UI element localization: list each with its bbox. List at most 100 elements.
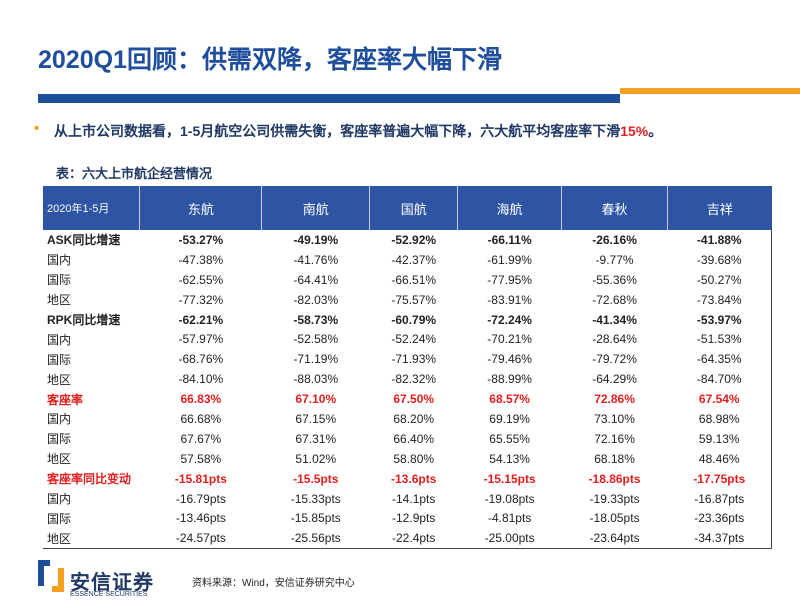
table-cell: -15.15pts (483, 471, 536, 486)
row-label: 地区 (47, 531, 72, 546)
table-cell: -12.9pts (392, 511, 436, 526)
table-cell: -57.97% (178, 332, 224, 347)
accent-rule (620, 88, 800, 94)
logo-text: 安信证券 (70, 572, 154, 594)
table-cell: -66.51% (391, 272, 437, 287)
table-cell: -70.21% (487, 332, 532, 347)
table-cell: 51.02% (295, 451, 337, 466)
row-label: 地区 (47, 452, 72, 467)
table-cell: 68.20% (393, 411, 435, 426)
row-label: RPK同比增速 (47, 313, 121, 327)
table-cell: -82.32% (391, 372, 437, 387)
table-cell: -39.68% (696, 252, 742, 267)
table-cell: -41.76% (293, 252, 339, 267)
row-label: 国内 (47, 412, 72, 427)
column-header: 东航 (139, 186, 262, 230)
table-cell: -88.99% (487, 372, 532, 387)
table-cell: 69.19% (489, 411, 530, 426)
row-label: 地区 (47, 293, 72, 308)
table-cell: 66.68% (180, 411, 222, 426)
table-cell: -25.00pts (484, 531, 535, 546)
table-cell: -71.93% (391, 352, 437, 367)
bullet-marker: • (34, 120, 40, 137)
table-row: 国内 -16.79pts -15.33pts -14.1pts -19.08pts -19… (43, 489, 772, 509)
table-cell: -77.95% (487, 272, 532, 287)
table-row: 客座率 66.83% 67.10% 67.50% 68.57% 72.86% 67.54% (43, 389, 772, 409)
table-cell: -28.64% (592, 332, 637, 347)
table-cell: -64.41% (293, 272, 339, 287)
table-cell: -41.88% (696, 232, 742, 247)
column-header: 2020年1-5月 (43, 186, 140, 230)
table-cell: -53.97% (696, 312, 742, 327)
table-cell: -22.4pts (392, 531, 436, 546)
table-cell: 66.40% (393, 431, 435, 446)
table-cell: 48.46% (698, 451, 740, 466)
table-row: 客座率同比变动 -15.81pts -15.5pts -13.6pts -15.15pt… (43, 469, 772, 489)
row-label: 国际 (47, 273, 72, 288)
table-cell: 68.98% (698, 411, 740, 426)
table-cell: -51.53% (696, 332, 742, 347)
table-cell: -14.1pts (392, 491, 436, 506)
title: 2020Q1回顾：供需双降，客座率大幅下滑 (38, 46, 502, 74)
table-cell: -13.46pts (175, 511, 226, 526)
table-cell: -49.19% (293, 232, 339, 247)
data-table: 2020年1-5月 东航 南航 国航 海航 春秋 吉祥 ASK同比增速 -53.27% -49.… (43, 186, 772, 549)
table-cell: -61.99% (487, 252, 532, 267)
table-cell: -79.46% (487, 352, 532, 367)
column-header: 国航 (369, 186, 458, 230)
table-cell: 68.57% (489, 392, 530, 407)
table-cell: -72.24% (487, 312, 532, 327)
table-cell: -19.08pts (484, 491, 535, 506)
table-cell: 68.18% (594, 451, 635, 466)
table-cell: -83.91% (487, 292, 532, 307)
title-rule (38, 94, 620, 103)
table-row: 国内 66.68% 67.15% 68.20% 69.19% 73.10% 68.98% (43, 409, 772, 429)
table-cell: -17.75pts (693, 471, 746, 486)
table-cell: 54.13% (489, 451, 530, 466)
table-row: 国际 -13.46pts -15.85pts -12.9pts -4.81pts -18.… (43, 508, 772, 528)
table-cell: 67.10% (295, 392, 337, 407)
table-cell: -15.85pts (290, 511, 341, 526)
table-cell: 73.10% (594, 411, 635, 426)
table-cell: -84.70% (696, 372, 742, 387)
table-cell: -26.16% (592, 232, 637, 247)
table-cell: -16.87pts (694, 491, 745, 506)
table-cell: -79.72% (592, 352, 637, 367)
row-label: 国内 (47, 332, 72, 347)
table-cell: -19.33pts (589, 491, 640, 506)
row-label: ASK同比增速 (47, 233, 121, 248)
table-cell: -42.37% (391, 252, 437, 267)
table-cell: -62.21% (178, 312, 224, 327)
table-cell: -15.81pts (174, 471, 227, 486)
logo-icon (38, 560, 64, 592)
source-note: 资料来源：Wind，安信证券研究中心 (192, 578, 355, 589)
table-cell: -62.55% (178, 272, 224, 287)
table-cell: 67.50% (393, 392, 435, 407)
table-row: 国际 -68.76% -71.19% -71.93% -79.46% -79.72% -64… (43, 349, 772, 369)
table-cell: -24.57pts (175, 531, 226, 546)
row-label: 国际 (47, 352, 72, 367)
table-cell: -77.32% (178, 292, 224, 307)
table-cell: -60.79% (391, 312, 437, 327)
row-label: 客座率 (47, 392, 84, 407)
table-cell: -41.34% (592, 312, 637, 327)
table-row: 国内 -47.38% -41.76% -42.37% -61.99% -9.77% -39.… (43, 250, 772, 270)
table-cell: -82.03% (293, 292, 339, 307)
bullet-body: 从上市公司数据看，1-5月航空公司供需失衡，客座率普遍大幅下降，六大航平均客座率… (54, 123, 621, 139)
table-cell: -34.37pts (694, 531, 745, 546)
table-cell: -71.19% (293, 352, 339, 367)
table-cell: -75.57% (391, 292, 437, 307)
table-cell: -73.84% (696, 292, 742, 307)
logo-subtext: ESSENCE SECURITIES (70, 591, 148, 598)
table-row: 国内 -57.97% -52.58% -52.24% -70.21% -28.64% -51… (43, 329, 772, 349)
table-cell: 57.58% (180, 451, 222, 466)
table-body: ASK同比增速 -53.27% -49.19% -52.92% -66.11% -26.1… (43, 230, 772, 549)
table-row: 国际 67.67% 67.31% 66.40% 65.55% 72.16% 59.13% (43, 429, 772, 449)
table-cell: -52.24% (391, 332, 437, 347)
table-cell: -53.27% (178, 232, 224, 247)
table-cell: -18.05pts (589, 511, 640, 526)
row-label: 国内 (47, 253, 72, 268)
table-cell: -4.81pts (487, 511, 532, 526)
table-cell: 67.31% (295, 431, 337, 446)
